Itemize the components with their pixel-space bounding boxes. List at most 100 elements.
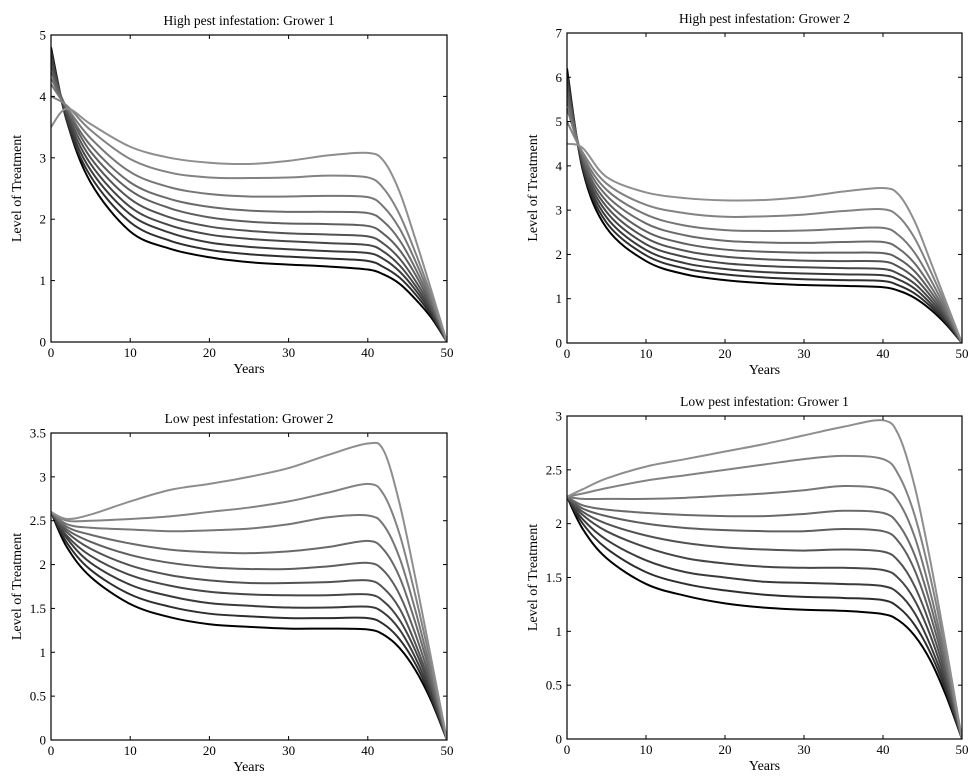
y-axis-label: Level of Treatment: [10, 135, 25, 242]
series-line-8: [567, 484, 962, 739]
x-tick-label: 40: [361, 743, 374, 758]
y-tick-label: 3: [556, 203, 563, 218]
x-tick-label: 50: [441, 743, 454, 758]
plot-frame: [50, 432, 448, 741]
chart-title: Low pest infestation: Grower 1: [680, 394, 849, 409]
x-tick-label: 10: [640, 346, 653, 361]
chart-panel-1: 0 10 20 30 40 50 0 1 2 3 4 5 High pest infestation: …: [10, 13, 454, 377]
y-tick-label: 3: [556, 409, 563, 424]
y-tick-label: 0.5: [546, 678, 562, 693]
series-line-4: [51, 511, 447, 740]
series-line-8: [567, 107, 962, 343]
chart-panel-3: 0 10 20 30 40 50 0 0.5 1 1.5 2 2.5 3 3.5 Low pest infe…: [10, 411, 454, 775]
series-line-1: [51, 47, 447, 342]
y-tick-label: 1.5: [546, 570, 562, 585]
x-axis-label: Years: [233, 760, 264, 775]
series-line-10: [51, 107, 447, 342]
series-line-9: [51, 95, 447, 342]
series-lines: [567, 68, 962, 343]
y-tick-label: 0: [556, 336, 563, 351]
x-tick-label: 0: [48, 743, 55, 758]
x-tick-label: 0: [564, 742, 571, 757]
y-tick-label: 4: [40, 89, 47, 104]
series-line-10: [567, 419, 962, 739]
x-tick-label: 40: [361, 345, 374, 360]
series-line-7: [51, 511, 447, 740]
x-axis-label: Years: [749, 759, 780, 774]
x-tick-label: 30: [282, 345, 295, 360]
series-line-1: [51, 511, 447, 740]
series-lines: [51, 47, 447, 342]
y-tick-label: 2: [556, 247, 563, 262]
y-tick-label: 6: [556, 70, 563, 85]
y-tick-label: 1: [556, 624, 563, 639]
x-tick-label: 10: [124, 743, 137, 758]
series-line-4: [567, 496, 962, 739]
series-line-2: [567, 72, 962, 343]
series-line-9: [51, 482, 447, 740]
y-tick-label: 3: [40, 150, 47, 165]
plot-frame: [50, 34, 448, 343]
y-tick-label: 0: [556, 732, 563, 747]
x-tick-label: 0: [48, 345, 55, 360]
y-tick-label: 1: [40, 645, 47, 660]
series-line-3: [567, 496, 962, 739]
y-axis-label: Level of Treatment: [10, 533, 25, 640]
x-tick-label: 50: [441, 345, 454, 360]
x-tick-label: 20: [719, 742, 732, 757]
series-line-8: [51, 511, 447, 740]
x-tick-label: 30: [798, 742, 811, 757]
series-line-5: [51, 511, 447, 740]
chart-title: Low pest infestation: Grower 2: [165, 411, 334, 426]
chart-title: High pest infestation: Grower 2: [679, 11, 850, 26]
series-line-3: [51, 53, 447, 342]
series-lines: [51, 441, 447, 740]
y-tick-label: 7: [556, 26, 563, 41]
series-line-2: [51, 511, 447, 740]
plot-frame: [566, 32, 963, 344]
series-lines: [567, 419, 962, 739]
y-tick-label: 2: [40, 557, 47, 572]
series-line-6: [51, 511, 447, 740]
x-tick-label: 30: [282, 743, 295, 758]
y-tick-label: 0: [40, 733, 47, 748]
x-tick-label: 40: [877, 742, 890, 757]
x-tick-label: 0: [564, 346, 571, 361]
series-line-7: [567, 99, 962, 343]
chart-panel-4: 0 10 20 30 40 50 0 0.5 1 1.5 2 2.5 3 Low pest infesta…: [526, 394, 969, 774]
x-axis-label: Years: [233, 362, 264, 377]
series-line-10: [567, 142, 962, 343]
series-line-8: [51, 83, 447, 342]
y-tick-label: 5: [556, 114, 563, 129]
series-line-3: [51, 511, 447, 740]
y-axis-label: Level of Treatment: [526, 134, 541, 241]
y-tick-label: 0.5: [30, 689, 46, 704]
series-line-2: [567, 496, 962, 739]
y-tick-label: 2: [556, 516, 563, 531]
y-tick-label: 1.5: [30, 601, 46, 616]
chart-panel-2: 0 10 20 30 40 50 0 1 2 3 4 5 6 7 High pest infestation…: [526, 11, 969, 378]
x-tick-label: 50: [956, 346, 969, 361]
y-tick-label: 3: [40, 469, 47, 484]
series-line-5: [567, 496, 962, 739]
series-line-6: [567, 90, 962, 343]
y-tick-label: 4: [556, 158, 563, 173]
x-tick-label: 20: [203, 345, 216, 360]
x-tick-label: 50: [956, 742, 969, 757]
y-tick-label: 1: [40, 273, 47, 288]
series-line-3: [567, 77, 962, 343]
chart-title: High pest infestation: Grower 1: [164, 13, 335, 28]
series-line-10: [51, 441, 447, 740]
x-tick-label: 20: [719, 346, 732, 361]
series-line-1: [567, 68, 962, 343]
x-tick-label: 10: [124, 345, 137, 360]
x-tick-label: 40: [877, 346, 890, 361]
x-tick-label: 20: [203, 743, 216, 758]
y-tick-label: 2.5: [546, 462, 562, 477]
series-line-7: [51, 77, 447, 342]
y-tick-label: 0: [40, 335, 47, 350]
x-tick-label: 30: [798, 346, 811, 361]
y-tick-label: 2.5: [30, 513, 46, 528]
y-tick-label: 1: [556, 291, 563, 306]
